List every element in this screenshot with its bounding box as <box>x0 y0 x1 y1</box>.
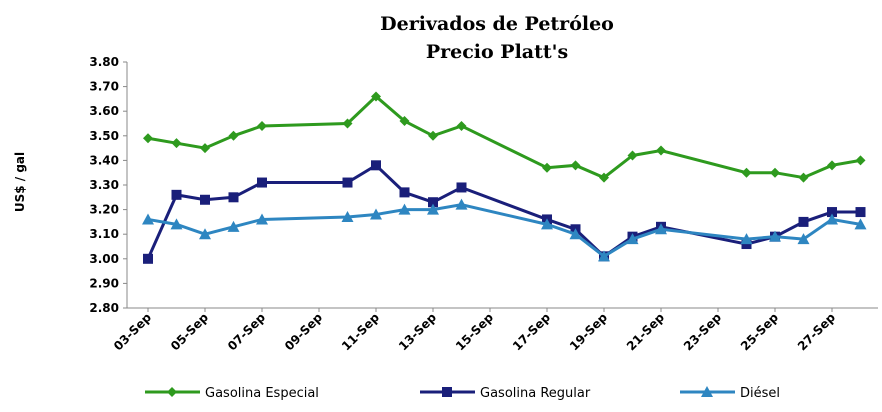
y-tick-label: 3.30 <box>89 178 119 192</box>
marker <box>398 203 411 215</box>
marker <box>797 233 810 245</box>
x-tick-label: 19-Sep <box>567 310 610 353</box>
marker <box>740 233 753 245</box>
x-tick-label: 07-Sep <box>225 310 268 353</box>
x-tick-label: 13-Sep <box>396 310 439 353</box>
y-tick-label: 3.50 <box>89 129 119 143</box>
marker <box>200 194 210 205</box>
marker <box>228 192 239 203</box>
series-line <box>146 163 861 260</box>
marker <box>171 189 182 200</box>
y-axis-label: US$ / gal <box>13 152 27 212</box>
marker <box>227 220 240 232</box>
x-tick-label: 11-Sep <box>339 310 382 353</box>
x-tick-label: 25-Sep <box>738 310 781 353</box>
y-tick-label: 3.70 <box>89 80 119 94</box>
legend-label: Diésel <box>740 386 780 401</box>
marker <box>256 213 268 225</box>
marker <box>142 213 154 225</box>
marker <box>399 116 410 127</box>
chart-title: Derivados de Petróleo <box>380 13 614 35</box>
marker <box>770 167 780 178</box>
marker <box>798 172 809 183</box>
marker <box>598 250 610 262</box>
marker <box>456 120 467 131</box>
marker <box>341 210 354 222</box>
x-tick-label: 17-Sep <box>510 310 553 353</box>
x-tick-label: 05-Sep <box>168 310 211 353</box>
y-tick-label: 3.20 <box>89 203 119 217</box>
marker <box>257 177 267 188</box>
marker <box>599 172 609 183</box>
series-line <box>147 94 861 180</box>
marker <box>143 133 153 144</box>
marker <box>741 167 752 178</box>
y-tick-label: 2.80 <box>89 301 119 315</box>
marker <box>342 177 353 188</box>
y-tick-label: 3.00 <box>89 252 119 266</box>
marker <box>167 387 177 397</box>
chart-title: Precio Platt's <box>426 41 568 63</box>
marker <box>855 155 866 166</box>
marker <box>769 230 781 242</box>
marker <box>542 162 552 173</box>
series-line <box>147 203 861 259</box>
marker <box>570 160 581 171</box>
marker <box>228 130 239 141</box>
x-tick-label: 21-Sep <box>624 310 667 353</box>
marker <box>371 160 381 171</box>
marker <box>656 145 666 156</box>
marker <box>342 118 353 129</box>
x-tick-label: 27-Sep <box>795 310 838 353</box>
marker <box>855 207 866 218</box>
y-tick-label: 3.80 <box>89 55 119 69</box>
x-tick-label: 09-Sep <box>282 310 325 353</box>
marker <box>428 197 438 208</box>
marker <box>655 223 667 235</box>
marker <box>143 253 153 264</box>
marker <box>428 130 438 141</box>
marker <box>826 213 838 225</box>
legend-label: Gasolina Especial <box>205 386 319 401</box>
marker <box>798 216 809 227</box>
marker <box>627 150 638 161</box>
marker <box>171 138 182 149</box>
marker <box>827 207 837 218</box>
marker <box>701 386 713 397</box>
marker <box>442 387 452 397</box>
marker <box>371 91 381 102</box>
marker <box>257 120 267 131</box>
marker <box>569 228 582 240</box>
marker <box>541 218 553 230</box>
y-tick-label: 2.90 <box>89 276 119 290</box>
marker <box>370 208 382 220</box>
marker <box>456 182 467 193</box>
y-tick-label: 3.60 <box>89 104 119 118</box>
marker <box>827 160 837 171</box>
legend-label: Gasolina Regular <box>480 386 591 401</box>
marker <box>200 143 210 154</box>
marker <box>170 218 183 230</box>
marker <box>854 218 867 230</box>
marker <box>626 233 639 245</box>
marker <box>427 203 439 215</box>
x-tick-label: 23-Sep <box>681 310 724 353</box>
marker <box>199 228 211 240</box>
x-tick-label: 15-Sep <box>453 310 496 353</box>
y-tick-label: 3.10 <box>89 227 119 241</box>
marker <box>399 187 410 198</box>
y-tick-label: 3.40 <box>89 153 119 167</box>
x-tick-label: 03-Sep <box>111 310 154 353</box>
marker <box>455 198 468 210</box>
